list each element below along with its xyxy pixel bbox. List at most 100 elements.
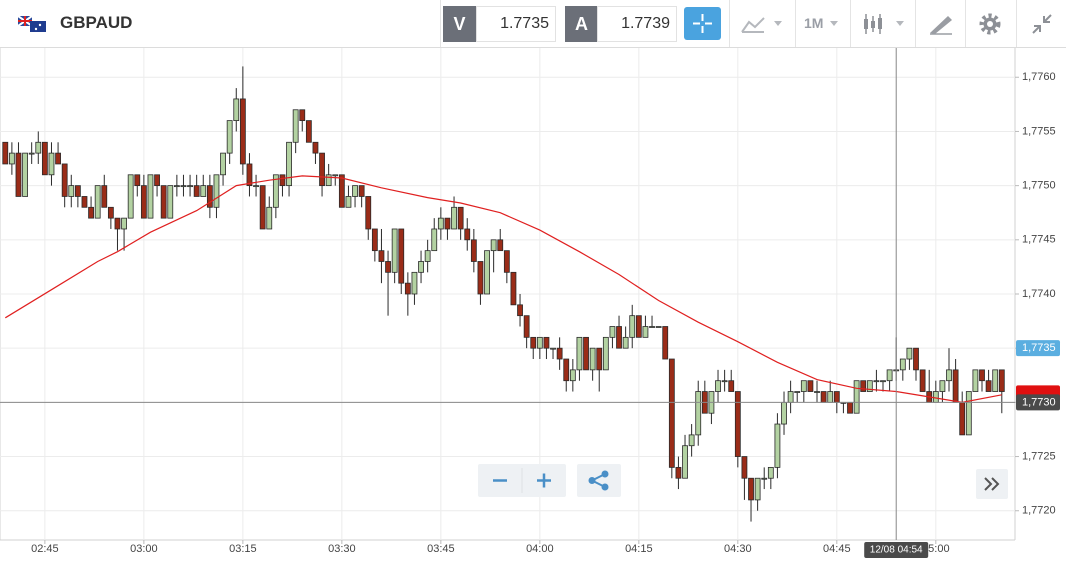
y-tick-label: 1,7740: [1022, 288, 1056, 300]
candle-body: [774, 423, 781, 468]
candle-body: [939, 380, 946, 392]
crosshair-y-label: 1,7730: [1022, 396, 1056, 408]
candle-body: [556, 347, 563, 360]
candle-body: [154, 174, 160, 187]
moving-average: [4, 175, 1002, 404]
candle-body: [457, 206, 464, 230]
candle-body: [530, 336, 537, 349]
candle-body: [332, 174, 339, 177]
crosshair-button[interactable]: [684, 7, 721, 40]
candle-body: [404, 282, 411, 295]
candle-body: [338, 174, 345, 208]
buy-label[interactable]: A: [565, 6, 598, 42]
candle-body: [107, 206, 114, 219]
candle-body: [88, 206, 94, 219]
candle-body: [906, 347, 913, 360]
candle-body: [503, 250, 510, 273]
candle-body: [781, 401, 787, 425]
candle-body: [899, 358, 906, 371]
separator: [729, 0, 730, 47]
separator: [1016, 0, 1017, 47]
candle-body: [94, 185, 101, 219]
candle-body: [206, 185, 213, 208]
candle-body: [682, 445, 688, 479]
draw-button[interactable]: [928, 13, 954, 35]
candle-body: [827, 391, 834, 403]
timeframe-button[interactable]: 1M: [804, 15, 824, 31]
y-tick-label: 1,7755: [1022, 125, 1056, 137]
candle-body: [55, 152, 61, 165]
candle-body: [807, 380, 814, 392]
zoom-in[interactable]: [537, 473, 551, 488]
candle-body: [972, 369, 979, 392]
candle-body: [919, 369, 926, 392]
candle-body: [662, 326, 669, 360]
candle-body: [814, 391, 820, 393]
candle-body: [576, 336, 583, 371]
candle-body: [418, 261, 424, 273]
candle-body: [833, 391, 840, 403]
candle-body: [550, 347, 556, 350]
x-tick-label: 02:45: [31, 543, 59, 555]
candle-body: [312, 141, 319, 154]
candle-body: [616, 326, 622, 349]
collapse-button[interactable]: [1030, 12, 1054, 36]
candle-body: [675, 466, 682, 479]
candle-body: [167, 185, 174, 219]
separator: [965, 0, 966, 47]
candle-body: [866, 380, 873, 392]
candle-body: [437, 217, 444, 230]
candle-body: [15, 152, 22, 197]
candle-body: [754, 477, 761, 501]
candle-body: [787, 391, 794, 403]
sell-price[interactable]: 1.7735: [476, 6, 556, 42]
scroll-right-button[interactable]: [976, 469, 1008, 499]
candle-body: [543, 336, 550, 349]
candle-body: [959, 401, 966, 436]
candle-body: [767, 466, 774, 479]
candle-body: [946, 369, 952, 382]
candle-body: [715, 380, 721, 392]
candle-body: [305, 120, 312, 143]
candle-body: [490, 239, 497, 252]
candle-body: [484, 250, 490, 295]
chart-type-button[interactable]: [740, 14, 786, 34]
candle-body: [101, 185, 108, 208]
candle-body: [880, 380, 886, 383]
candle-body: [695, 391, 702, 436]
x-tick-label: 04:00: [526, 543, 554, 555]
x-tick-label: 03:00: [130, 543, 158, 555]
candle-type-button[interactable]: [862, 12, 908, 36]
candle-body: [279, 174, 286, 187]
candle-body: [35, 141, 42, 154]
candle-body: [385, 261, 391, 273]
candle-body: [728, 380, 735, 392]
candle-body: [200, 185, 207, 197]
candle-body: [246, 163, 253, 187]
x-tick-label: 04:30: [724, 543, 752, 555]
candle-body: [583, 336, 589, 371]
x-tick-label: 04:45: [823, 543, 851, 555]
candle-body: [220, 152, 226, 176]
candle-body: [160, 185, 167, 219]
candle-body: [299, 109, 306, 122]
candle-body: [992, 369, 999, 392]
candle-body: [536, 336, 543, 349]
candle-body: [358, 185, 365, 197]
candle-body: [510, 271, 517, 306]
candle-body: [629, 315, 636, 338]
candle-body: [345, 196, 352, 208]
settings-button[interactable]: [978, 12, 1002, 36]
candle-body: [464, 228, 471, 241]
sell-label[interactable]: V: [443, 6, 476, 42]
candle-body: [998, 369, 1005, 392]
candle-body: [820, 391, 827, 403]
crosshair-y-box: [1016, 394, 1060, 411]
candle-body: [121, 217, 127, 230]
buy-price[interactable]: 1.7739: [597, 6, 677, 42]
candle-body: [292, 109, 299, 143]
share-button[interactable]: [577, 464, 621, 497]
x-tick-label: 03:30: [328, 543, 356, 555]
